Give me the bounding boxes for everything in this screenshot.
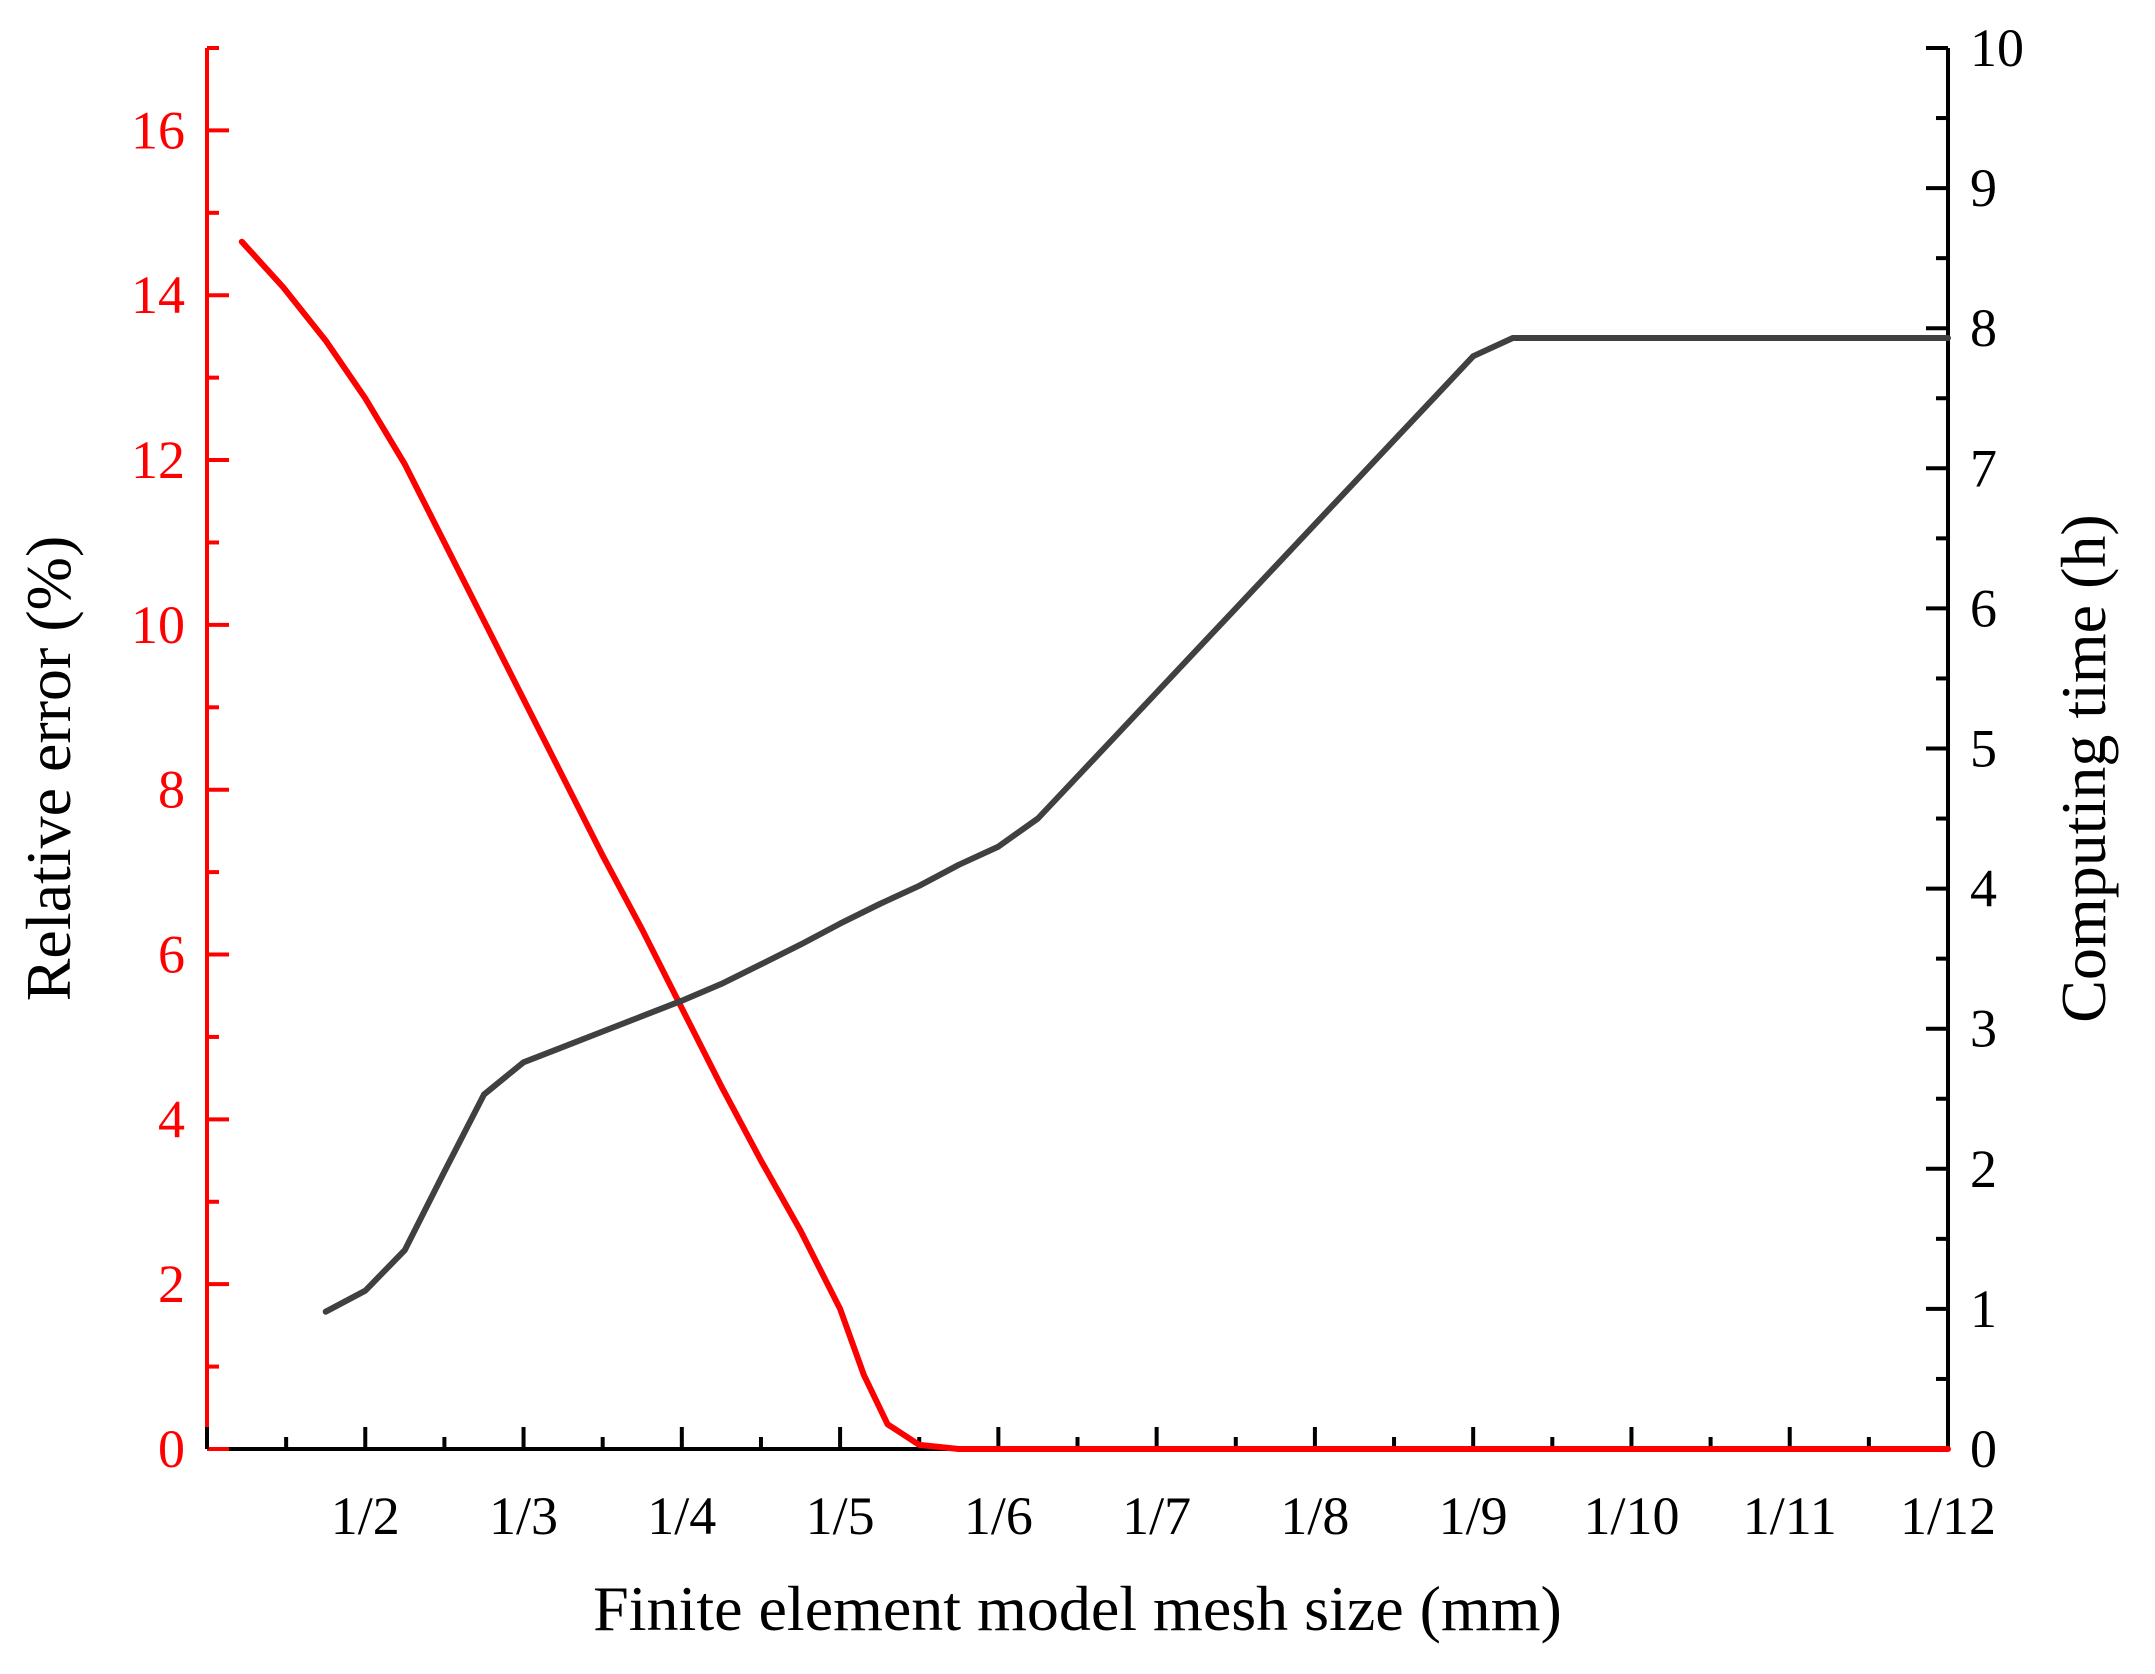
right-tick-label: 1 [1970, 1279, 1997, 1339]
x-tick-label: 1/4 [647, 1486, 716, 1546]
right-tick-label: 10 [1970, 18, 2024, 78]
right-axis-title: Computing time (h) [2048, 514, 2119, 1022]
x-tick-label: 1/3 [489, 1486, 558, 1546]
right-tick-label: 5 [1970, 719, 1997, 779]
right-tick-label: 7 [1970, 438, 1997, 498]
left-tick-label: 14 [131, 265, 185, 325]
right-tick-label: 4 [1970, 859, 1997, 919]
x-tick-label: 1/11 [1743, 1486, 1837, 1546]
right-tick-label: 3 [1970, 999, 1997, 1059]
series-layer [238, 238, 1951, 1452]
left-tick-label: 6 [158, 925, 185, 985]
left-tick-label: 16 [131, 100, 185, 160]
x-axis-title: Finite element model mesh size (mm) [593, 1573, 1562, 1644]
x-tick-label: 1/2 [331, 1486, 400, 1546]
x-tick-label: 1/6 [964, 1486, 1033, 1546]
left-tick-label: 8 [158, 760, 185, 820]
x-tick-label: 1/7 [1122, 1486, 1191, 1546]
right-tick-label: 6 [1970, 578, 1997, 638]
left-axis-ticks: 0 2 4 6 8 10 12 14 16 [131, 46, 229, 1479]
right-tick-label: 9 [1970, 158, 1997, 218]
x-tick-label: 1/9 [1439, 1486, 1508, 1546]
left-tick-label: 10 [131, 595, 185, 655]
right-tick-label: 2 [1970, 1139, 1997, 1199]
relative-error-line [238, 238, 1951, 1452]
x-tick-label: 1/12 [1900, 1486, 1996, 1546]
right-tick-label: 0 [1970, 1419, 1997, 1479]
computing-time-line [322, 335, 1951, 1315]
left-axis-title: Relative error (%) [13, 536, 84, 1002]
x-tick-label: 1/10 [1583, 1486, 1679, 1546]
right-tick-label: 8 [1970, 298, 1997, 358]
left-tick-label: 12 [131, 430, 185, 490]
left-tick-label: 4 [158, 1089, 185, 1149]
left-tick-label: 2 [158, 1254, 185, 1314]
left-tick-label: 0 [158, 1419, 185, 1479]
right-axis-ticks: 0 1 2 3 4 5 6 7 8 9 10 [1926, 18, 2024, 1479]
x-tick-label: 1/5 [806, 1486, 875, 1546]
x-tick-label: 1/8 [1280, 1486, 1349, 1546]
x-axis-ticks: 1/2 1/3 1/4 1/5 1/6 1/7 1/8 1/9 1/10 1/11 1/12 [205, 1427, 1996, 1546]
